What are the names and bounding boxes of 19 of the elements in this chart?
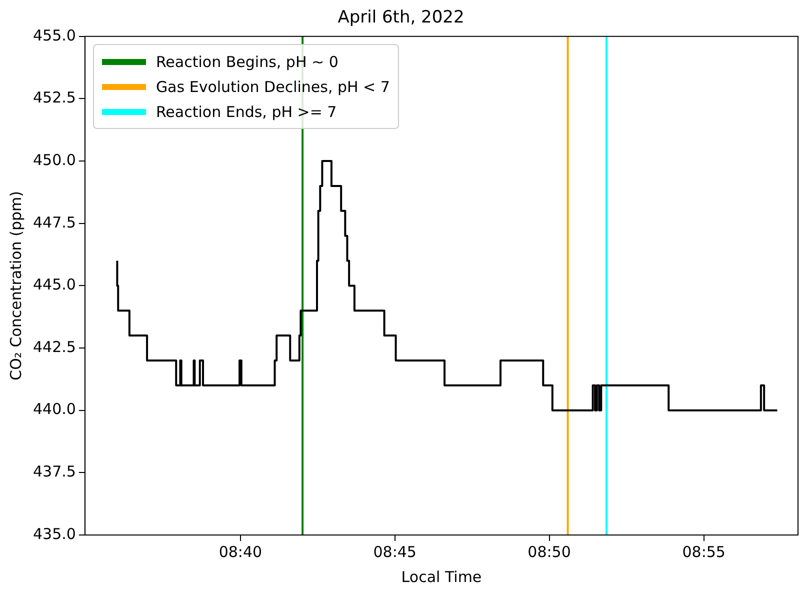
y-tick-label: 455.0: [32, 26, 76, 44]
x-tick-label: 08:50: [528, 542, 571, 561]
x-tick-label: 08:55: [682, 542, 726, 561]
x-axis-title: Local Time: [401, 568, 482, 586]
legend-label: Reaction Begins, pH ~ 0: [156, 52, 338, 71]
y-tick-label: 452.5: [32, 88, 76, 107]
y-tick-label: 435.0: [32, 524, 76, 543]
legend-label: Gas Evolution Declines, pH < 7: [156, 78, 390, 96]
y-tick-label: 442.5: [32, 338, 76, 356]
y-tick-label: 437.5: [32, 462, 76, 481]
x-tick-label: 08:40: [218, 542, 262, 561]
chart-title: April 6th, 2022: [338, 8, 464, 28]
y-axis-title: CO₂ Concentration (ppm): [6, 191, 25, 380]
y-tick-label: 445.0: [32, 276, 76, 294]
legend-label: Reaction Ends, pH >= 7: [156, 102, 337, 121]
y-tick-label: 450.0: [32, 150, 76, 169]
y-tick-label: 447.5: [32, 213, 76, 232]
y-tick-label: 440.0: [32, 400, 76, 418]
x-tick-label: 08:45: [373, 542, 416, 561]
